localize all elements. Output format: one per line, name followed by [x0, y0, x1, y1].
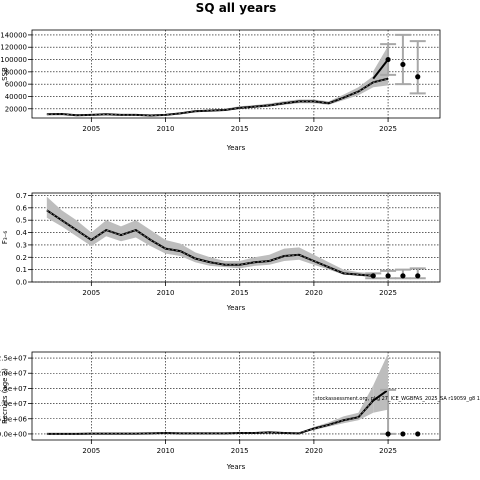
y-tick-label: 60000 — [5, 81, 27, 89]
y-tick-label: 0.3 — [16, 241, 27, 249]
x-tick-label: 2015 — [231, 289, 249, 297]
median-line-extension — [372, 58, 389, 80]
forecast-point — [385, 273, 391, 279]
y-axis-label: Recruits (age 2) — [1, 368, 9, 424]
y-tick-label: 0.7 — [16, 192, 27, 200]
y-tick-label: 0.0e+00 — [0, 430, 27, 438]
y-tick-label: 120000 — [0, 44, 27, 52]
x-tick-label: 2025 — [379, 289, 397, 297]
y-tick-label: 2.5e+07 — [0, 355, 27, 363]
panel-recruits: 2005 2010 2015 2020 2025 0.0e+00 5.0e+06 1.0e+0… — [0, 351, 480, 471]
x-tick-label: 2010 — [157, 125, 175, 133]
forecast-point — [370, 273, 376, 279]
x-tick-label: 2020 — [305, 289, 323, 297]
chart-panels: 2005 2010 2015 2020 2025 20000 40000 60000 80000… — [0, 29, 480, 471]
y-tick-label: 5.0e+06 — [0, 415, 28, 423]
forecast-point — [415, 74, 421, 80]
plot-frame — [31, 351, 441, 441]
y-tick-label: 20000 — [5, 105, 27, 113]
panel-ssb: 2005 2010 2015 2020 2025 20000 40000 60000 80000… — [0, 29, 441, 152]
x-tick-label: 2005 — [82, 125, 100, 133]
median-line-extension — [372, 389, 389, 402]
x-tick-label: 2010 — [157, 447, 175, 455]
y-tick-label: 0.2 — [16, 254, 27, 262]
forecast-point — [400, 431, 406, 437]
x-tick-label: 2020 — [305, 125, 323, 133]
y-tick-label: 0.0 — [16, 279, 27, 287]
y-tick-label: 1.0e+07 — [0, 400, 27, 408]
forecast-point — [400, 273, 406, 279]
y-tick-label: 0.5 — [16, 217, 27, 225]
forecast-point — [400, 61, 406, 68]
forecast-point — [385, 56, 391, 63]
y-tick-label: 2.0e+07 — [0, 370, 27, 378]
y-tick-label: 1.5e+07 — [0, 385, 27, 393]
x-axis-label: Years — [226, 304, 246, 312]
forecast-point — [415, 273, 421, 279]
plot-frame — [31, 29, 441, 119]
y-tick-label: 80000 — [5, 68, 27, 76]
y-tick-label: 0.4 — [16, 229, 28, 237]
forecast-point — [415, 431, 421, 437]
x-tick-label: 2005 — [82, 447, 100, 455]
x-tick-label: 2015 — [231, 125, 249, 133]
x-tick-label: 2020 — [305, 447, 323, 455]
median-line-dash — [46, 400, 374, 435]
y-axis-label: SSB — [1, 67, 9, 81]
confidence-band — [46, 196, 374, 278]
chart-title: SQ all years — [196, 1, 277, 15]
source-annotation: stockassessment.org, pkg 27_ICE_WGBFAS_2… — [315, 396, 480, 402]
plot-frame — [31, 192, 441, 283]
median-line — [46, 399, 374, 435]
x-tick-label: 2015 — [231, 447, 249, 455]
median-line-dash — [46, 78, 389, 116]
y-tick-label: 140000 — [0, 31, 27, 39]
x-axis-label: Years — [226, 463, 246, 471]
x-tick-label: 2025 — [379, 447, 397, 455]
median-line-dash — [46, 209, 374, 277]
x-axis-label: Years — [226, 144, 246, 152]
confidence-band-extension — [373, 353, 389, 413]
x-tick-label: 2025 — [379, 125, 397, 133]
y-tick-label: 0.1 — [16, 266, 27, 274]
y-tick-label: 0.6 — [16, 204, 28, 212]
x-tick-label: 2010 — [157, 289, 175, 297]
y-tick-label: 100000 — [0, 56, 27, 64]
y-tick-label: 40000 — [5, 93, 27, 101]
panel-f: 2005 2010 2015 2020 2025 0.0 0.1 0.2 0.3 0.4 0.5 0.… — [1, 192, 441, 312]
forecast-point — [385, 431, 391, 437]
x-tick-label: 2005 — [82, 289, 100, 297]
y-axis-label: F₃₋₆ — [1, 231, 9, 245]
